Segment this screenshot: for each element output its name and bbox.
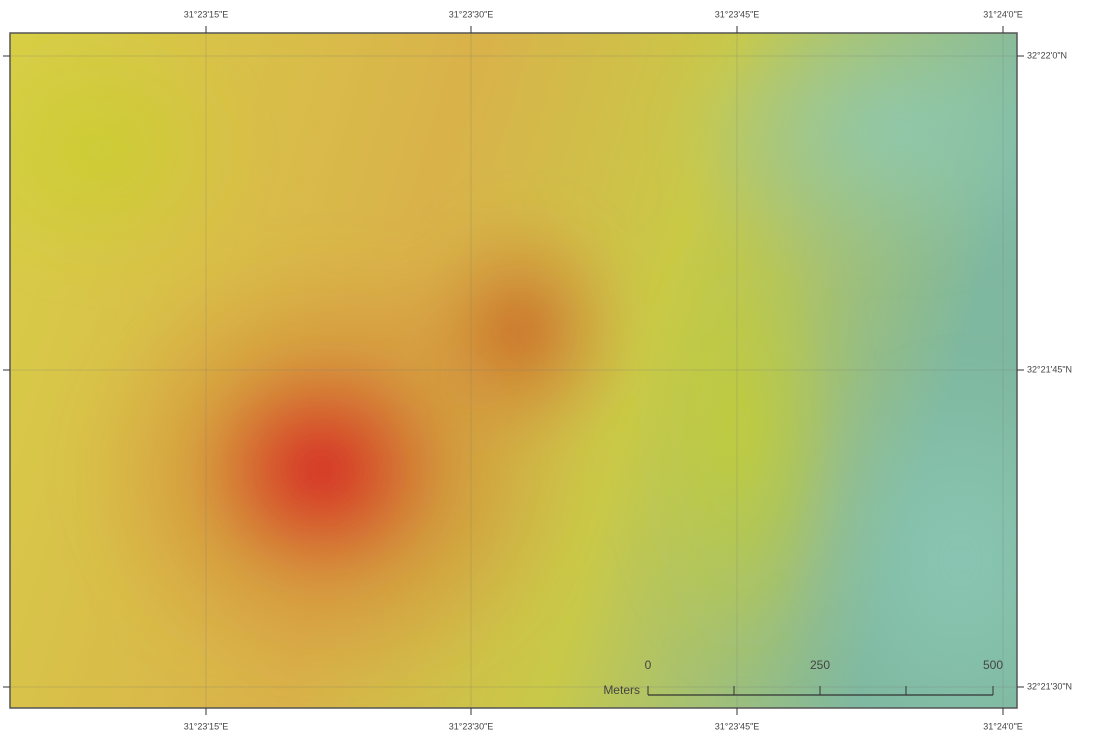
heatmap [0,0,1109,741]
scale-unit: Meters [603,683,640,697]
scale-label: 250 [810,658,830,672]
longitude-label: 31°23'15"E [184,721,229,731]
longitude-label: 31°24'0"E [983,721,1023,731]
latitude-label: 32°21'30"N [1027,681,1072,691]
scale-label: 0 [645,658,652,672]
latitude-label: 32°22'0"N [1027,50,1067,60]
latitude-label: 32°21'45"N [1027,364,1072,374]
longitude-label: 31°23'15"E [184,9,229,19]
scale-label: 500 [983,658,1003,672]
longitude-label: 31°23'30"E [449,721,494,731]
longitude-label: 31°23'45"E [715,9,760,19]
longitude-label: 31°24'0"E [983,9,1023,19]
longitude-label: 31°23'45"E [715,721,760,731]
longitude-label: 31°23'30"E [449,9,494,19]
map: 31°23'15"E 31°23'30"E 31°23'45"E 31°24'0"E 3… [0,0,1109,741]
